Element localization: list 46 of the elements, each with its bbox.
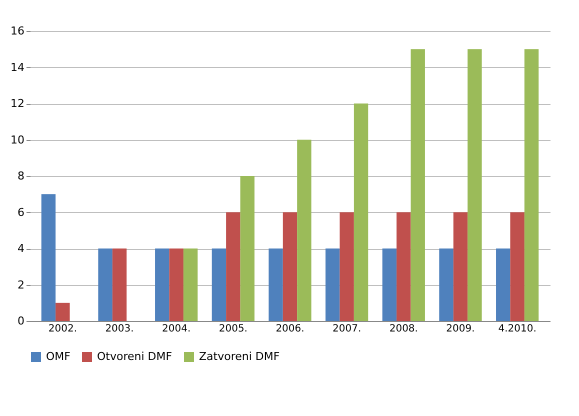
x-tick-label: 2003. <box>105 324 134 334</box>
y-tick-label: 0 <box>18 314 24 328</box>
y-tick-label: 2 <box>18 278 24 292</box>
bar <box>453 212 468 321</box>
bar <box>468 49 482 321</box>
legend-label: Otvoreni DMF <box>97 350 172 363</box>
bar <box>439 248 454 321</box>
y-tick-label: 4 <box>18 242 24 255</box>
bar <box>340 212 354 321</box>
bar <box>226 212 240 321</box>
y-tick-label: 16 <box>10 24 24 38</box>
y-tick-label: 12 <box>10 97 24 110</box>
bar <box>268 248 283 321</box>
x-tick-label: 2005. <box>218 324 248 334</box>
bar <box>56 302 70 321</box>
y-tick-label: 6 <box>18 206 24 219</box>
legend-label: Zatvoreni DMF <box>199 350 280 363</box>
bar <box>396 212 411 321</box>
x-tick-label: 2009. <box>446 324 475 334</box>
bar <box>382 248 397 321</box>
bar <box>212 248 226 321</box>
bar <box>240 176 254 321</box>
bar <box>297 140 312 321</box>
bar <box>410 49 425 321</box>
legend-label: OMF <box>46 350 70 363</box>
y-tick-label: 14 <box>10 60 24 74</box>
x-tick-label: 4.2010. <box>498 324 536 334</box>
bar <box>98 248 112 321</box>
y-tick-label: 10 <box>10 133 24 146</box>
x-tick-label: 2002. <box>48 324 77 334</box>
bar <box>41 194 56 321</box>
bar <box>169 248 184 321</box>
x-tick-label: 2008. <box>389 324 418 334</box>
bar <box>282 212 298 321</box>
bar <box>510 212 524 321</box>
bar <box>496 248 510 321</box>
y-tick-label: 8 <box>18 170 24 182</box>
bar <box>326 248 340 321</box>
x-tick-label: 2004. <box>162 324 191 334</box>
x-tick-label: 2007. <box>332 324 362 334</box>
x-tick-label: 2006. <box>276 324 304 334</box>
bar <box>112 248 127 321</box>
bar <box>183 248 198 321</box>
bar <box>354 104 368 321</box>
bar <box>155 248 170 321</box>
bar <box>524 49 539 321</box>
